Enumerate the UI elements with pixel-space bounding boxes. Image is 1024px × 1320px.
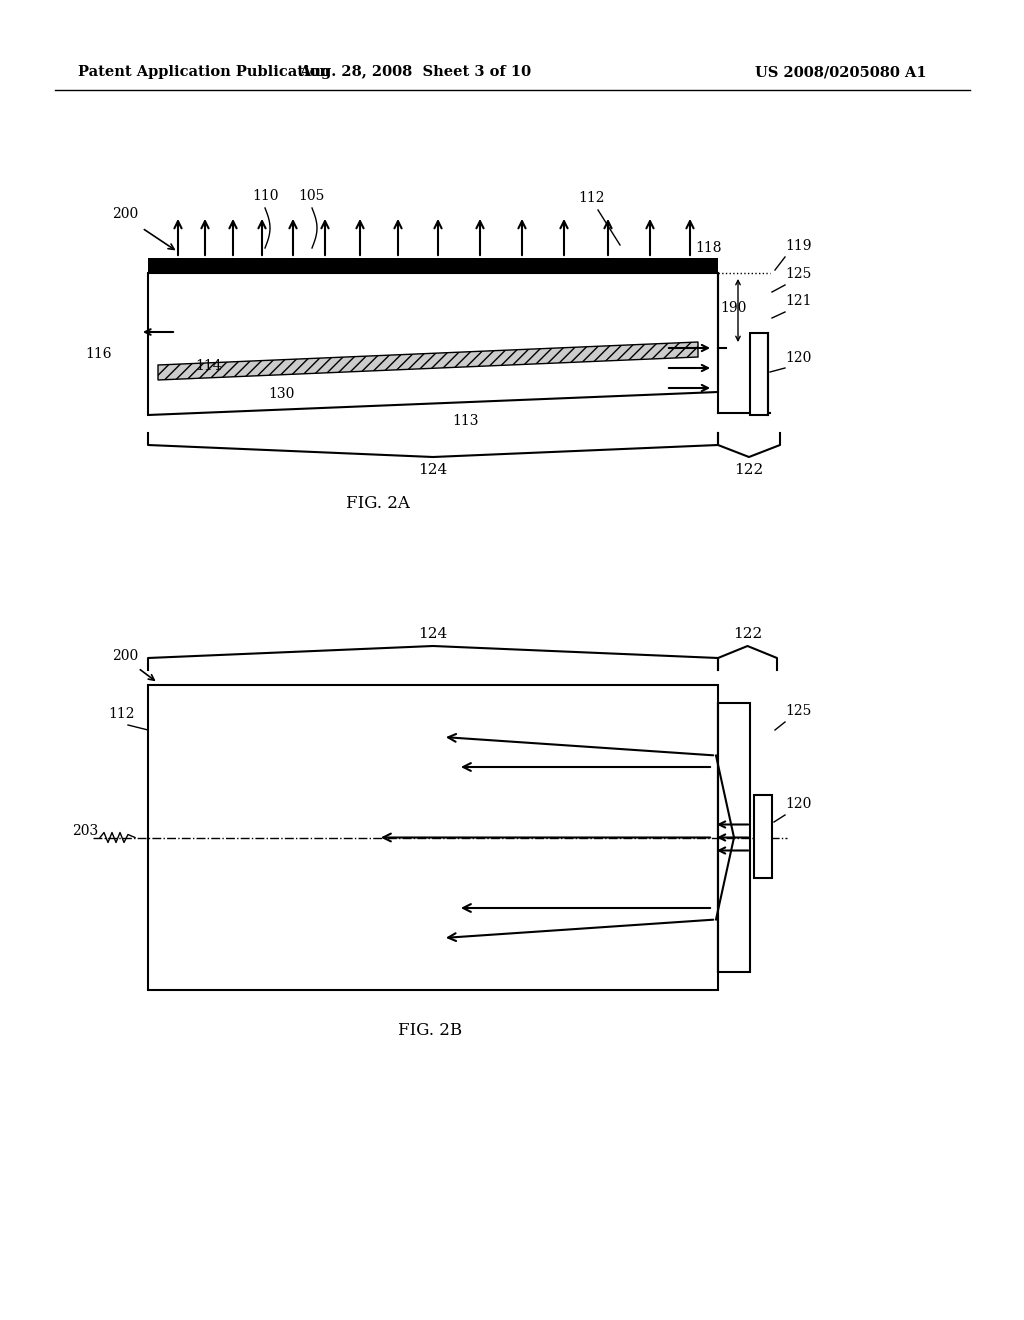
- Text: 110: 110: [252, 189, 279, 203]
- Text: FIG. 2A: FIG. 2A: [346, 495, 410, 512]
- Text: 200: 200: [112, 207, 138, 220]
- Text: 120: 120: [785, 797, 811, 810]
- Text: 125: 125: [785, 267, 811, 281]
- Text: 114: 114: [195, 359, 221, 374]
- Text: 203: 203: [72, 824, 98, 838]
- Text: 118: 118: [695, 242, 722, 255]
- Text: 112: 112: [578, 191, 604, 205]
- Text: 200: 200: [112, 649, 138, 663]
- Text: 105: 105: [298, 189, 325, 203]
- Text: 190: 190: [720, 301, 746, 315]
- Text: US 2008/0205080 A1: US 2008/0205080 A1: [755, 65, 927, 79]
- Text: Patent Application Publication: Patent Application Publication: [78, 65, 330, 79]
- Bar: [750, 333, 768, 414]
- Bar: [718, 704, 750, 972]
- Text: Aug. 28, 2008  Sheet 3 of 10: Aug. 28, 2008 Sheet 3 of 10: [299, 65, 531, 79]
- Text: 116: 116: [85, 347, 112, 360]
- Polygon shape: [158, 342, 698, 380]
- Text: 124: 124: [419, 627, 447, 642]
- Text: 112: 112: [108, 708, 134, 721]
- Text: 121: 121: [785, 294, 811, 308]
- Text: 119: 119: [785, 239, 811, 253]
- Text: 124: 124: [419, 463, 447, 477]
- Text: 113: 113: [452, 414, 478, 428]
- Text: 120: 120: [785, 351, 811, 366]
- Text: 122: 122: [733, 627, 762, 642]
- Bar: [754, 795, 772, 878]
- Text: FIG. 2B: FIG. 2B: [398, 1022, 462, 1039]
- Text: 122: 122: [734, 463, 764, 477]
- Bar: [148, 685, 718, 990]
- Text: 130: 130: [268, 387, 294, 401]
- Bar: [148, 257, 718, 273]
- Text: 125: 125: [785, 704, 811, 718]
- Polygon shape: [148, 273, 718, 414]
